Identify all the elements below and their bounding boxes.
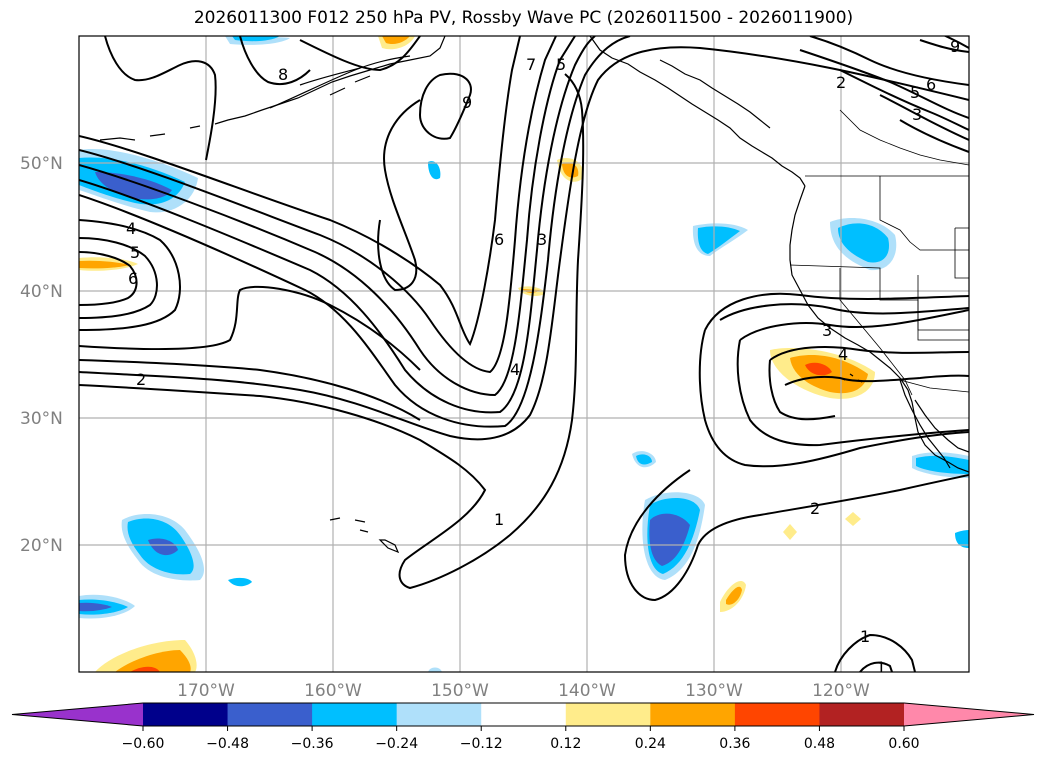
lat-label: 50°N bbox=[20, 154, 63, 174]
colorbar: −0.60 −0.48 −0.36 −0.24 −0.12 0.12 0.24 0.36 0.4… bbox=[11, 702, 1035, 752]
colorbar-tick-label: 0.60 bbox=[888, 736, 919, 752]
contour-label: 3 bbox=[537, 230, 547, 249]
colorbar-swatch bbox=[227, 703, 313, 726]
latitude-labels: 50°N 40°N 30°N 20°N bbox=[20, 154, 63, 556]
lat-label: 30°N bbox=[20, 409, 63, 429]
colorbar-swatch bbox=[819, 703, 905, 726]
contour-label: 6 bbox=[128, 269, 138, 288]
colorbar-extend-high bbox=[904, 703, 1034, 726]
pv-contours bbox=[79, 36, 969, 672]
contour-label: 6 bbox=[926, 75, 936, 94]
colorbar-tick-label: −0.48 bbox=[206, 736, 249, 752]
colorbar-tick-label: 0.36 bbox=[719, 736, 750, 752]
colorbar-tick-label: −0.36 bbox=[291, 736, 334, 752]
contour-label: 3 bbox=[822, 321, 832, 340]
contour-label: 3 bbox=[912, 105, 922, 124]
contour-labels: 9 8 7 6 5 4 3 2 1 6 5 4 3 2 1 9 6 5 4 3 … bbox=[126, 37, 960, 677]
colorbar-swatch bbox=[565, 703, 651, 726]
map-frame bbox=[78, 35, 970, 673]
colorbar-swatch bbox=[734, 703, 820, 726]
contour-label: 2 bbox=[810, 499, 820, 518]
colorbar-tick-label: 0.12 bbox=[550, 736, 581, 752]
contour-label: 4 bbox=[126, 219, 136, 238]
map-title: 2026011300 F012 250 hPa PV, Rossby Wave … bbox=[193, 8, 854, 28]
lon-label: 170°W bbox=[177, 681, 235, 701]
lat-label: 20°N bbox=[20, 536, 63, 556]
colorbar-tick-label: −0.60 bbox=[122, 736, 165, 752]
contour-label: 9 bbox=[950, 37, 960, 56]
longitude-labels: 170°W 160°W 150°W 140°W 130°W 120°W bbox=[177, 681, 870, 701]
political-borders bbox=[789, 109, 969, 396]
colorbar-extend-low bbox=[12, 703, 143, 726]
colorbar-swatch bbox=[481, 703, 567, 726]
contour-label: 9 bbox=[462, 93, 472, 112]
contour-label: 5 bbox=[910, 83, 920, 102]
colorbar-tick-label: 0.48 bbox=[804, 736, 835, 752]
colorbar-swatch bbox=[312, 703, 398, 726]
contour-label: 8 bbox=[278, 65, 288, 84]
contour-label: 2 bbox=[136, 370, 146, 389]
coastlines bbox=[99, 36, 969, 554]
contour-label: 1 bbox=[860, 627, 870, 646]
contour-label: 7 bbox=[526, 55, 536, 74]
contour-label: 6 bbox=[494, 230, 504, 249]
contour-label: 2 bbox=[836, 73, 846, 92]
contour-label: 1 bbox=[876, 658, 886, 677]
colorbar-swatch bbox=[143, 703, 229, 726]
contour-label: 4 bbox=[838, 345, 848, 364]
contour-label: 1 bbox=[494, 510, 504, 529]
colorbar-tick-label: 0.24 bbox=[635, 736, 666, 752]
lon-label: 150°W bbox=[431, 681, 489, 701]
colorbar-swatch bbox=[650, 703, 736, 726]
lon-label: 140°W bbox=[558, 681, 616, 701]
lat-label: 40°N bbox=[20, 282, 63, 302]
colorbar-tick-label: −0.24 bbox=[375, 736, 418, 752]
colorbar-tick-label: −0.12 bbox=[460, 736, 503, 752]
contour-label: 5 bbox=[556, 55, 566, 74]
lon-label: 160°W bbox=[304, 681, 362, 701]
contour-label: 5 bbox=[130, 243, 140, 262]
colorbar-swatch bbox=[396, 703, 482, 726]
contour-label: 4 bbox=[510, 360, 520, 379]
lon-label: 130°W bbox=[685, 681, 743, 701]
lon-label: 120°W bbox=[812, 681, 870, 701]
